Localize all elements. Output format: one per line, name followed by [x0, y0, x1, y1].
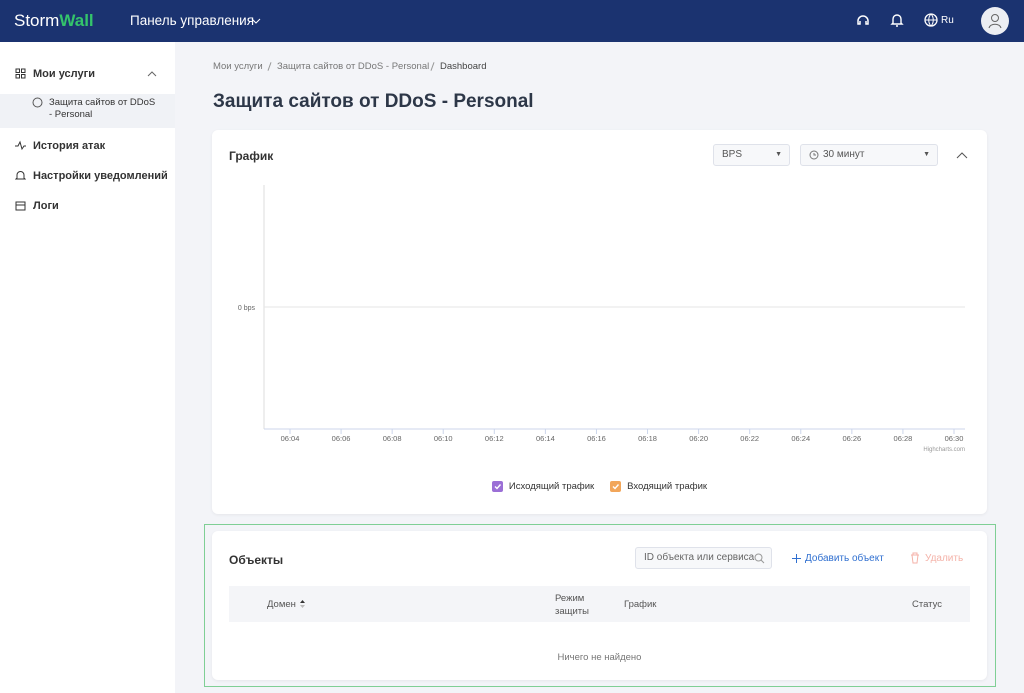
legend-checkbox — [610, 481, 622, 492]
search[interactable]: ID объекта или сервиса — [635, 547, 772, 569]
collapse[interactable] — [956, 151, 968, 159]
legend: Исходящий трафик Входящий трафик — [212, 481, 987, 492]
sidebar: Мои услуги Защита сайтов от DDoS - Perso… — [0, 42, 175, 693]
nav-item[interactable]: Мои услуги — [33, 68, 95, 80]
globe-icon[interactable] — [923, 12, 939, 28]
support-icon[interactable] — [855, 12, 871, 28]
x-tick-label: 06:08 — [383, 434, 402, 443]
plus-icon — [792, 554, 801, 563]
x-tick-label: 06:04 — [281, 434, 300, 443]
objects-card: Объекты ID объекта или сервиса Добавить … — [212, 531, 987, 680]
legend-checkbox — [491, 481, 503, 492]
breadcrumb[interactable]: Мои услуги — [213, 61, 263, 72]
x-tick-label: 06:24 — [791, 434, 810, 443]
nav-subitem[interactable]: Защита сайтов от DDoS - Personal — [49, 97, 156, 120]
check — [612, 484, 620, 490]
x-tick-label: 06:28 — [894, 434, 913, 443]
x-tick-label: 06:26 — [842, 434, 861, 443]
column-header: Статус — [912, 599, 943, 610]
column-header: Режим защиты — [555, 593, 589, 617]
page-title: Защита сайтов от DDoS - Personal — [213, 91, 534, 112]
checkbox — [491, 481, 503, 492]
x-tick-label: 06:22 — [740, 434, 759, 443]
credit: Highcharts.com — [923, 447, 965, 453]
legend-label: Входящий трафик — [627, 481, 708, 492]
breadcrumb: Dashboard — [440, 61, 487, 72]
icon — [15, 201, 26, 211]
x-tick-label: 06:18 — [638, 434, 657, 443]
x-tick-label: 06:20 — [689, 434, 708, 443]
empty-message: Ничего не найдено — [557, 652, 642, 663]
chevron — [147, 71, 157, 77]
separator — [267, 62, 272, 71]
column-header[interactable]: Домен — [267, 599, 296, 610]
x-tick-label: 06:12 — [485, 434, 504, 443]
x-tick-label: 06:10 — [434, 434, 453, 443]
checkbox — [610, 481, 622, 492]
focus-outline — [204, 524, 996, 687]
unit-select[interactable]: BPS ▼ — [713, 144, 790, 166]
breadcrumb[interactable]: Защита сайтов от DDoS - Personal — [277, 61, 430, 72]
bell-icon[interactable] — [889, 12, 905, 28]
table-header — [229, 586, 970, 622]
select-value: BPS — [722, 149, 743, 160]
legend-item[interactable]: Исходящий трафик — [491, 481, 595, 492]
x-tick-label: 06:14 — [536, 434, 555, 443]
placeholder: ID объекта или сервиса — [644, 552, 755, 563]
trash-icon — [911, 552, 919, 564]
legend-label: Исходящий трафик — [508, 481, 595, 492]
chevron — [251, 18, 261, 24]
nav-item[interactable]: Настройки уведомлений — [33, 170, 168, 182]
avatar[interactable] — [981, 7, 1009, 35]
icon — [15, 68, 26, 79]
icon — [15, 171, 26, 180]
legend-item[interactable]: Входящий трафик — [610, 481, 707, 492]
sort-icon — [300, 600, 305, 608]
select-value: 30 минут — [823, 149, 865, 160]
nav-item[interactable]: История атак — [33, 140, 106, 152]
card-title: Объекты — [229, 553, 284, 567]
x-tick-label: 06:06 — [332, 434, 351, 443]
y-tick-label: 0 bps — [238, 305, 256, 312]
chart: 0 bps 06:04 06:06 06:08 06:10 06:12 06:14 06:16… — [238, 185, 965, 453]
delete-button[interactable]: Удалить — [925, 553, 964, 564]
separator — [430, 62, 435, 71]
logo-a: Storm — [14, 11, 60, 30]
logo-b: Wall — [59, 11, 94, 30]
logo[interactable]: StormWall — [14, 11, 94, 31]
column-header: График — [624, 599, 657, 610]
x-tick-label: 06:30 — [945, 434, 964, 443]
check — [494, 484, 501, 490]
icon — [32, 97, 43, 108]
header: StormWall Панель управления Ru — [0, 0, 1024, 42]
add-button[interactable]: Добавить объект — [805, 553, 884, 564]
period-select[interactable]: 30 минут ▼ — [800, 144, 938, 166]
graph-card: График BPS ▼ 30 минут ▼ 0 bps 06:04 06:06 06:… — [212, 130, 987, 514]
nav-item[interactable]: Логи — [33, 200, 59, 212]
x-tick-label: 06:16 — [587, 434, 606, 443]
icon — [15, 140, 26, 151]
card-title: График — [229, 149, 274, 163]
menu[interactable]: Панель управления — [130, 13, 255, 28]
lang[interactable]: Ru — [941, 15, 954, 26]
active-item[interactable] — [0, 94, 175, 128]
